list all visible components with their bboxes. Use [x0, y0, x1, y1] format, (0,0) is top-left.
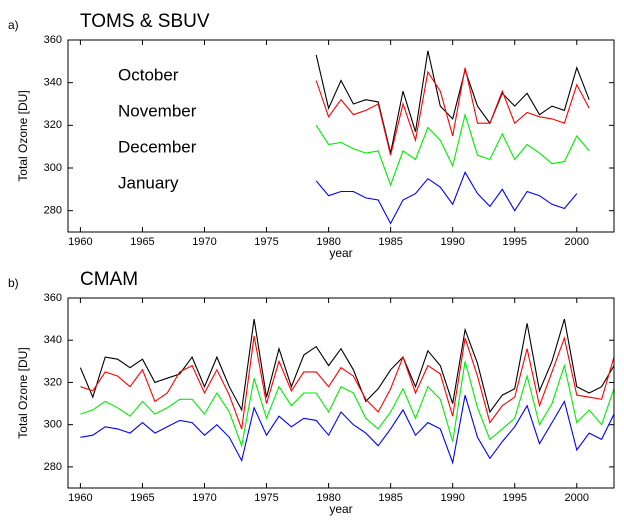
- legend-entry: December: [118, 137, 197, 156]
- x-axis-label: year: [329, 246, 352, 260]
- x-tick-label: 1980: [316, 492, 340, 504]
- y-tick-label: 360: [44, 292, 62, 304]
- x-tick-label: 1960: [68, 492, 92, 504]
- x-tick-label: 1975: [254, 236, 278, 248]
- series-line: [315, 112, 590, 187]
- panel-title: CMAM: [80, 269, 138, 290]
- x-tick-label: 2000: [565, 236, 589, 248]
- legend-entry: October: [118, 65, 179, 84]
- x-tick-label: 1985: [378, 236, 402, 248]
- y-axis-label: Total Ozone [DU]: [16, 347, 30, 438]
- series-line: [315, 50, 590, 154]
- y-tick-label: 340: [44, 334, 62, 346]
- y-tick-label: 300: [44, 162, 62, 174]
- x-tick-label: 1965: [130, 492, 154, 504]
- panel-title: TOMS & SBUV: [80, 11, 210, 32]
- y-tick-label: 280: [44, 205, 62, 217]
- x-tick-label: 1975: [254, 492, 278, 504]
- x-axis-label: year: [329, 502, 352, 516]
- y-tick-label: 280: [44, 461, 62, 473]
- series-line: [79, 318, 615, 414]
- x-tick-label: 1995: [502, 492, 526, 504]
- series-line: [80, 335, 615, 430]
- x-tick-label: 1970: [192, 236, 216, 248]
- y-tick-label: 360: [44, 34, 62, 46]
- panel-label: a): [8, 18, 19, 32]
- series-line: [80, 394, 615, 465]
- x-tick-label: 1980: [316, 236, 340, 248]
- x-tick-label: 1985: [378, 492, 402, 504]
- y-tick-label: 320: [44, 119, 62, 131]
- series-line: [315, 171, 578, 225]
- plot-frame: [67, 39, 615, 233]
- legend-entry: November: [118, 101, 197, 120]
- plot-frame: [67, 297, 615, 489]
- series-line: [80, 361, 615, 448]
- legend-entry: January: [118, 173, 179, 192]
- y-axis-label: Total Ozone [DU]: [16, 90, 30, 181]
- x-tick-label: 1960: [68, 236, 92, 248]
- y-tick-label: 340: [44, 77, 62, 89]
- x-tick-label: 1965: [130, 236, 154, 248]
- x-tick-label: 1995: [502, 236, 526, 248]
- x-tick-label: 1970: [192, 492, 216, 504]
- x-tick-label: 1990: [440, 492, 464, 504]
- series-line: [315, 67, 590, 156]
- panel-label: b): [8, 276, 19, 290]
- x-tick-label: 1990: [440, 236, 464, 248]
- x-tick-label: 2000: [565, 492, 589, 504]
- y-tick-label: 300: [44, 419, 62, 431]
- y-tick-label: 320: [44, 376, 62, 388]
